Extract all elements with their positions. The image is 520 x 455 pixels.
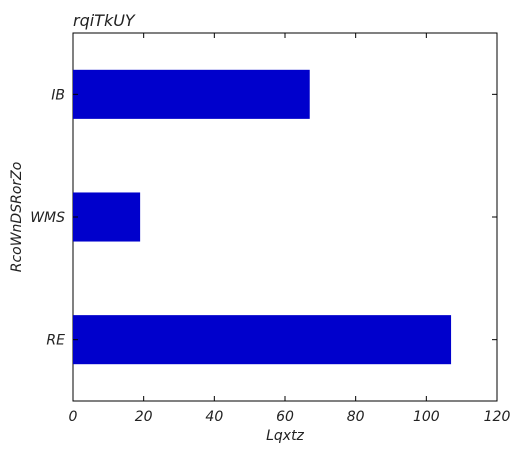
y-tick-label-re: RE: [46, 333, 65, 349]
y-tick-label-ib: IB: [51, 87, 65, 103]
bar-re: [73, 315, 452, 365]
x-tick-label-80: 80: [347, 409, 365, 425]
y-tick-label-wms: WMS: [30, 210, 65, 226]
x-tick-label-100: 100: [413, 409, 440, 425]
x-tick-label-40: 40: [205, 409, 223, 425]
x-axis-label: Lqxtz: [266, 428, 304, 444]
x-tick-label-20: 20: [135, 409, 153, 425]
x-tick-label-60: 60: [276, 409, 294, 425]
bar-wms: [73, 192, 141, 242]
x-tick-label-120: 120: [484, 409, 511, 425]
bar-ib: [73, 69, 310, 119]
x-tick-label-0: 0: [69, 409, 78, 425]
chart-title: rqiTkUY: [73, 11, 136, 30]
y-axis-label: RcoWnDSRorZo: [9, 162, 25, 273]
